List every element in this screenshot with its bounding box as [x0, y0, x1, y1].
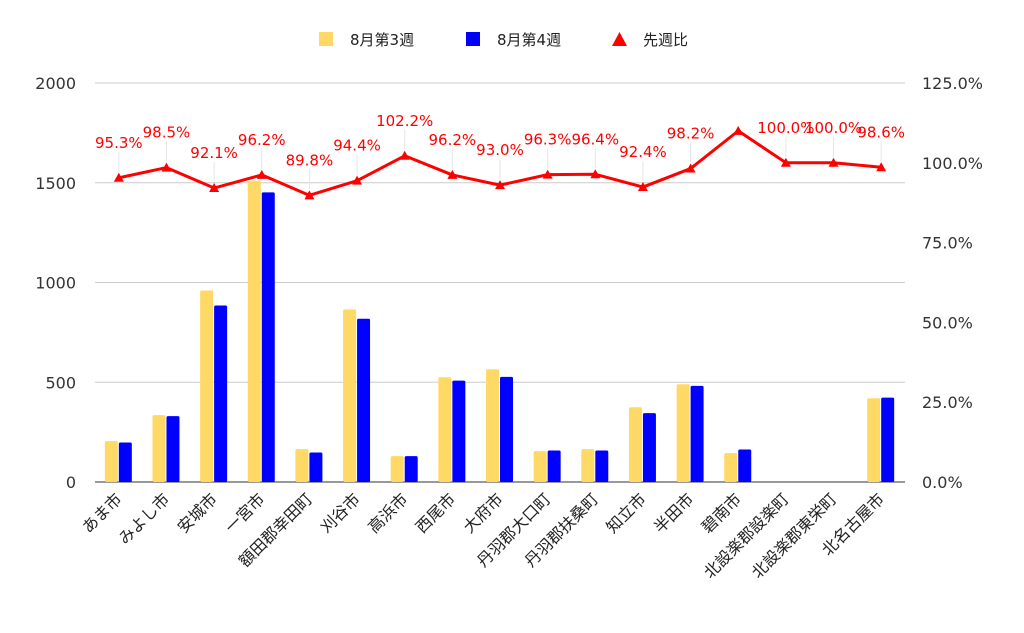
legend-swatch-series-1 [319, 32, 333, 46]
category-label: 西尾市 [412, 489, 459, 536]
ratio-point [113, 172, 124, 182]
ratio-data-label: 96.2% [429, 131, 477, 149]
ratio-data-label: 93.0% [476, 141, 524, 159]
bar-series-1 [247, 180, 261, 482]
bar-series-2 [690, 385, 704, 482]
ratio-data-label: 98.5% [143, 124, 191, 142]
ratio-point [304, 190, 315, 200]
ratio-data-label: 94.4% [333, 137, 381, 155]
category-label: 刈谷市 [317, 489, 364, 536]
ratio-line [113, 125, 887, 200]
ratio-point [876, 162, 887, 172]
bar-series-1 [867, 398, 881, 482]
left-tick-label: 1500 [35, 174, 76, 193]
ratio-point [685, 163, 696, 173]
bar-series-2 [357, 318, 371, 482]
left-tick-label: 1000 [35, 274, 76, 293]
right-tick-label: 100.0% [922, 154, 983, 173]
ratio-data-label: 95.3% [95, 134, 143, 152]
legend-label-series-3: 先週比 [643, 31, 688, 49]
ratio-point [542, 169, 553, 179]
ratio-point [209, 183, 220, 193]
legend-swatch-series-2 [466, 32, 480, 46]
bar-series-2 [738, 449, 752, 482]
category-label: 知立市 [602, 489, 649, 536]
bar-series-2 [214, 305, 228, 482]
category-label: 高浜市 [364, 489, 411, 536]
right-tick-label: 25.0% [922, 393, 973, 412]
right-tick-label: 50.0% [922, 313, 973, 332]
bar-series-2 [404, 456, 418, 482]
bar-series-1 [533, 451, 547, 482]
left-y-axis: 0 500 1000 1500 2000 [35, 74, 76, 492]
bar-series-1 [581, 449, 595, 482]
category-label: 半田市 [650, 489, 697, 536]
right-tick-label: 0.0% [922, 473, 963, 492]
ratio-point [780, 157, 791, 167]
right-tick-label: 75.0% [922, 234, 973, 253]
ratio-point [495, 180, 505, 190]
legend-triangle-icon [612, 32, 627, 46]
category-label: 安城市 [174, 489, 221, 536]
category-label: 北設楽郡設楽町 [700, 489, 793, 582]
bar-series-2 [166, 416, 180, 482]
ratio-data-label: 89.8% [286, 151, 334, 169]
ratio-data-label: 100.0% [805, 119, 862, 137]
ratio-data-label: 100.0% [757, 119, 814, 137]
bar-series-2 [309, 452, 323, 482]
ratio-data-label: 98.6% [857, 123, 905, 141]
data-labels: 95.3%98.5%92.1%96.2%89.8%94.4%102.2%96.2… [95, 112, 905, 190]
ratio-point [637, 182, 648, 192]
ratio-point [447, 169, 458, 179]
bars [104, 180, 895, 483]
ratio-point [590, 169, 601, 179]
right-y-axis: 0.0% 25.0% 50.0% 75.0% 100.0% 125.0% [922, 74, 983, 492]
ratio-point [256, 169, 267, 179]
ratio-data-label: 98.2% [667, 125, 715, 143]
ratio-point [733, 125, 744, 135]
bar-series-2 [881, 397, 895, 482]
bar-series-1 [724, 453, 738, 482]
category-label: みよし市 [115, 489, 174, 548]
bar-series-1 [438, 377, 452, 482]
category-label: 北設楽郡東栄町 [748, 489, 841, 582]
bar-series-1 [343, 309, 357, 482]
bar-series-2 [547, 450, 561, 482]
ratio-data-label: 96.4% [571, 130, 619, 148]
bar-series-2 [452, 380, 466, 482]
bar-series-1 [676, 384, 690, 482]
ratio-data-label: 96.2% [238, 131, 286, 149]
left-tick-label: 500 [45, 373, 76, 392]
bar-series-2 [595, 450, 609, 482]
bar-series-1 [152, 415, 166, 482]
bar-series-1 [486, 369, 499, 482]
bar-series-1 [390, 456, 404, 482]
legend-label-series-1: 8月第3週 [350, 31, 414, 49]
ratio-data-label: 92.4% [619, 143, 667, 161]
ratio-data-label: 96.3% [524, 131, 572, 149]
bar-series-2 [118, 442, 132, 482]
bar-series-1 [628, 407, 642, 482]
ratio-data-label: 102.2% [376, 112, 433, 130]
legend: 8月第3週 8月第4週 先週比 [319, 31, 688, 49]
ratio-data-label: 92.1% [190, 144, 238, 162]
bar-series-2 [642, 413, 656, 482]
right-tick-label: 125.0% [922, 74, 983, 93]
legend-label-series-2: 8月第4週 [497, 31, 561, 49]
bar-series-1 [200, 290, 214, 482]
ratio-point [161, 162, 172, 172]
left-tick-label: 0 [66, 473, 76, 492]
ratio-point [352, 175, 363, 185]
left-tick-label: 2000 [35, 74, 76, 93]
bar-series-2 [261, 192, 275, 483]
bar-series-1 [104, 441, 118, 482]
bar-series-1 [295, 449, 309, 482]
bar-series-2 [500, 376, 513, 482]
ratio-point [399, 150, 410, 160]
ratio-point [828, 157, 839, 167]
